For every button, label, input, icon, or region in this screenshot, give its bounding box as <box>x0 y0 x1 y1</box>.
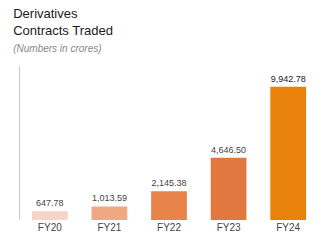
svg-text:2,145.38: 2,145.38 <box>151 178 186 188</box>
svg-text:4,646.50: 4,646.50 <box>211 145 246 155</box>
svg-text:1,013.59: 1,013.59 <box>92 193 127 203</box>
svg-text:DerivativesContracts Traded(Nu: DerivativesContracts Traded(Numbers in c… <box>13 6 113 54</box>
svg-text:FY22: FY22 <box>157 222 181 233</box>
svg-text:9,942.78: 9,942.78 <box>271 74 306 84</box>
svg-text:FY23: FY23 <box>217 222 241 233</box>
svg-text:FY21: FY21 <box>97 222 121 233</box>
svg-text:FY24: FY24 <box>276 222 300 233</box>
svg-text:FY20: FY20 <box>38 222 62 233</box>
svg-text:647.78: 647.78 <box>36 198 64 208</box>
